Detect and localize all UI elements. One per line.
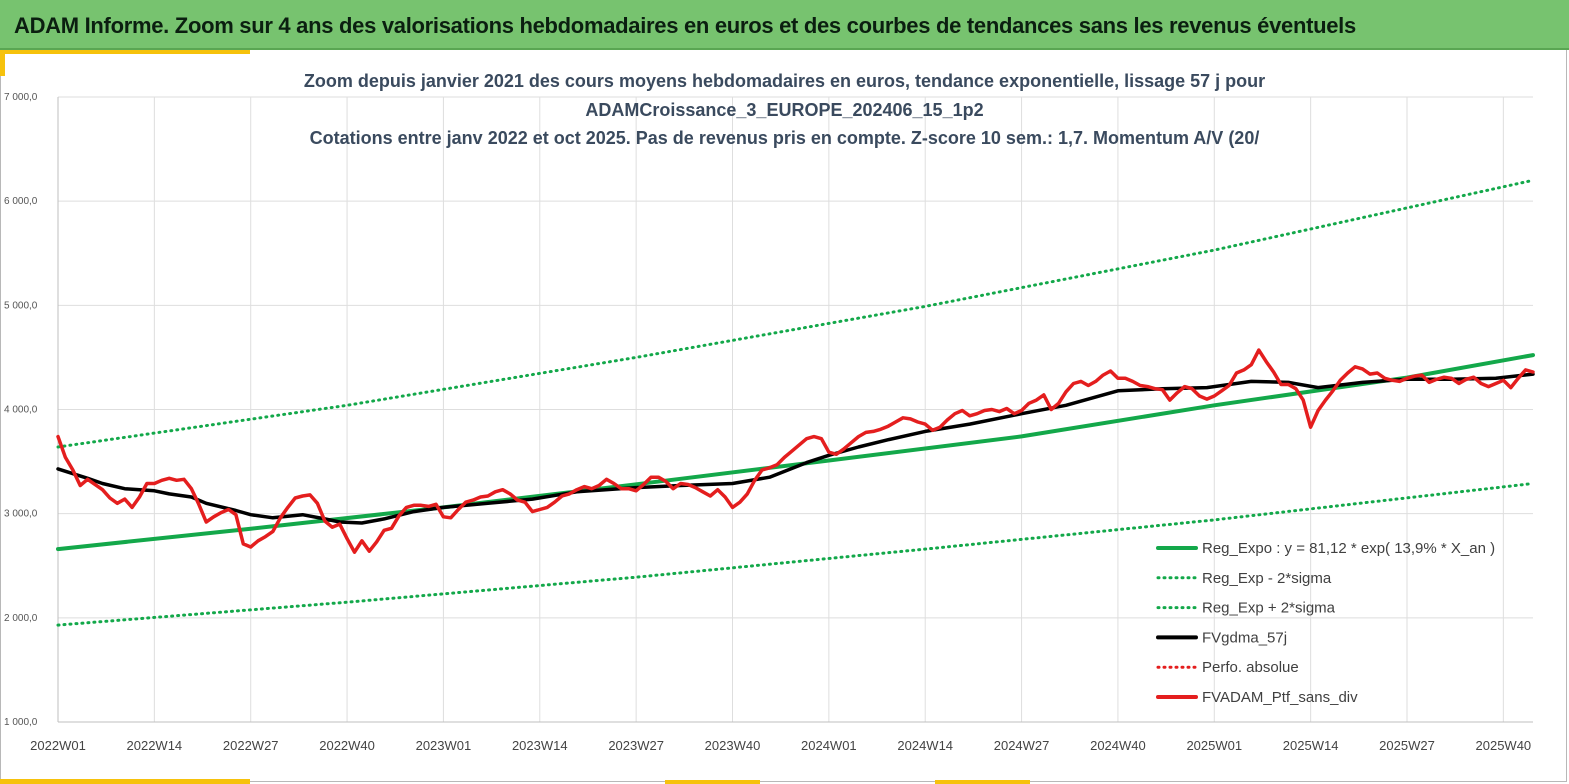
x-tick-label: 2024W14 xyxy=(897,738,953,753)
legend-label: Reg_Expo : y = 81,12 * exp( 13,9% * X_an… xyxy=(1202,540,1495,557)
x-tick-label: 2024W27 xyxy=(994,738,1050,753)
accent-bar-left xyxy=(0,50,5,76)
x-tick-label: 2022W01 xyxy=(30,738,86,753)
x-tick-label: 2024W01 xyxy=(801,738,857,753)
x-tick-label: 2022W14 xyxy=(127,738,183,753)
banner: ADAM Informe. Zoom sur 4 ans des valoris… xyxy=(0,0,1569,50)
accent-bar-bottom-3 xyxy=(935,780,1030,784)
x-tick-label: 2022W40 xyxy=(319,738,375,753)
legend-label: Perfo. absolue xyxy=(1202,659,1299,676)
y-tick-label: 6 000,0 xyxy=(4,196,38,207)
series-line-reg-exp-2-sigma xyxy=(56,178,1535,449)
chart-title-line-3: Cotations entre janv 2022 et oct 2025. P… xyxy=(309,128,1260,148)
accent-bar-top xyxy=(0,50,250,54)
x-tick-label: 2024W40 xyxy=(1090,738,1146,753)
y-tick-label: 3 000,0 xyxy=(4,509,38,520)
banner-title: ADAM Informe. Zoom sur 4 ans des valoris… xyxy=(14,13,1356,38)
series-line-reg-exp-2-sigma xyxy=(56,482,1535,627)
chart-title-line-1: Zoom depuis janvier 2021 des cours moyen… xyxy=(303,71,1266,91)
series-line-fvadam-ptf-sans-div xyxy=(56,348,1535,554)
y-tick-label: 1 000,0 xyxy=(4,717,38,728)
x-tick-label: 2023W01 xyxy=(416,738,472,753)
y-tick-label: 7 000,0 xyxy=(4,92,38,103)
x-tick-label: 2025W40 xyxy=(1476,738,1532,753)
y-tick-label: 5 000,0 xyxy=(4,300,38,311)
y-tick-label: 4 000,0 xyxy=(4,405,38,416)
x-tick-label: 2025W27 xyxy=(1379,738,1435,753)
x-tick-label: 2023W27 xyxy=(608,738,664,753)
chart-title-line-2: ADAMCroissance_3_EUROPE_202406_15_1p2 xyxy=(585,100,984,120)
x-tick-label: 2025W01 xyxy=(1186,738,1242,753)
accent-bar-bottom xyxy=(0,779,250,784)
legend-label: FVgdma_57j xyxy=(1202,629,1287,646)
legend-label: Reg_Exp + 2*sigma xyxy=(1202,600,1336,617)
legend-label: FVADAM_Ptf_sans_div xyxy=(1202,689,1358,706)
y-tick-label: 2 000,0 xyxy=(4,613,38,624)
x-tick-label: 2023W40 xyxy=(705,738,761,753)
x-tick-label: 2025W14 xyxy=(1283,738,1339,753)
series-line-fvgdma-57j xyxy=(56,372,1535,525)
x-tick-label: 2022W27 xyxy=(223,738,279,753)
legend-label: Reg_Exp - 2*sigma xyxy=(1202,570,1332,587)
series-line-reg-expo-y-81-12-exp-13-9-x-an xyxy=(56,353,1535,552)
accent-bar-bottom-2 xyxy=(665,780,760,784)
x-tick-label: 2023W14 xyxy=(512,738,568,753)
